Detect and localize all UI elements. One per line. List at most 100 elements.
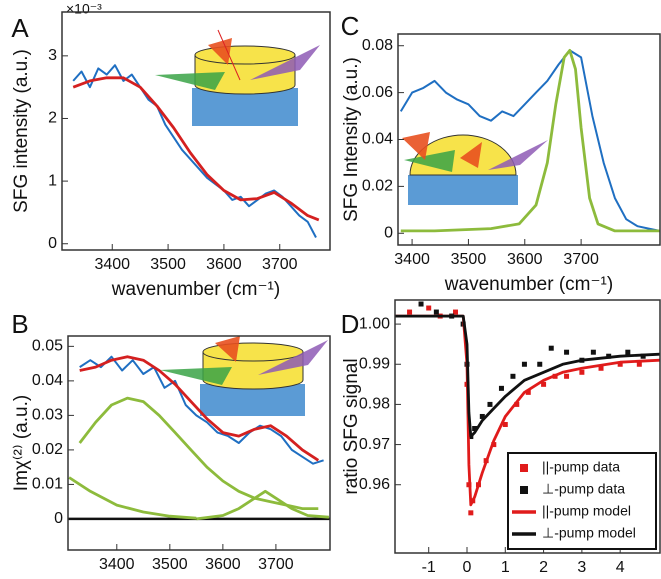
series-line — [395, 314, 660, 438]
x-tick-label: 4 — [616, 559, 625, 576]
y-tick-label: 0.98 — [359, 396, 390, 413]
x-tick-label: 3400 — [394, 251, 430, 268]
plot-area — [395, 301, 660, 516]
x-tick-label: 1 — [501, 559, 510, 576]
data-point — [502, 421, 508, 427]
y-tick-label: 0.96 — [359, 476, 390, 493]
x-tick-label: 3700 — [262, 256, 298, 273]
x-tick-label: 3600 — [205, 556, 241, 573]
plot-frame — [61, 11, 331, 251]
legend-box — [507, 452, 657, 550]
x-tick-label: 3700 — [563, 251, 599, 268]
series-line — [72, 64, 317, 238]
data-point — [510, 373, 516, 379]
data-point — [564, 349, 570, 355]
plot-area — [68, 355, 330, 521]
data-point — [498, 385, 504, 391]
y-tick-label: 0.04 — [362, 131, 393, 148]
x-tick-label: 0 — [463, 559, 472, 576]
y-tick-label: 0.97 — [359, 436, 390, 453]
data-point — [479, 413, 485, 419]
plot-frame — [397, 33, 661, 246]
data-point — [541, 381, 547, 387]
data-point — [487, 401, 493, 407]
inset-c — [402, 132, 548, 205]
legend-swatch — [520, 464, 528, 472]
data-point — [617, 361, 623, 367]
data-point — [521, 361, 527, 367]
y-tick-label: 0.99 — [359, 355, 390, 372]
y-tick-label: 0.04 — [32, 372, 63, 389]
panel-A: A ×10⁻³ wavenumber (cm⁻¹) SFG intensity (a.… — [11, 1, 331, 300]
y-tick-label: 0.02 — [362, 178, 393, 195]
series-line — [79, 355, 324, 465]
x-axis-label: wavenumber (cm⁻¹) — [111, 279, 280, 300]
data-point — [426, 305, 432, 311]
data-point — [407, 309, 413, 315]
y-axis-label: Imχ⁽²⁾ (a.u.) — [11, 395, 32, 491]
legend-label: ||-pump model — [542, 503, 631, 519]
y-tick-label: 0.08 — [362, 37, 393, 54]
data-point — [468, 510, 474, 516]
data-point — [472, 426, 478, 432]
data-point — [625, 349, 631, 355]
panel-letter: D — [341, 309, 360, 339]
data-point — [514, 401, 520, 407]
legend-label: ⊥-pump model — [542, 525, 636, 541]
y-tick-label: 0.05 — [32, 338, 63, 355]
y-tick-label: 0 — [384, 224, 393, 241]
data-point — [537, 361, 543, 367]
series-line — [79, 355, 320, 462]
x-tick-label: 3500 — [152, 556, 188, 573]
legend: ||-pump data ⊥-pump data ||-pump model ⊥-pu… — [507, 452, 657, 550]
y-tick-label: 0.01 — [32, 476, 63, 493]
series-line — [399, 49, 660, 232]
data-point — [433, 309, 439, 315]
series-line — [196, 489, 330, 521]
y-tick-label: 3 — [48, 47, 57, 64]
data-point — [564, 373, 570, 379]
plot-area — [399, 49, 660, 233]
data-point — [579, 369, 585, 375]
plot-area — [72, 64, 320, 238]
y-tick-label: 0.02 — [32, 441, 63, 458]
series-line — [400, 49, 660, 233]
y-axis-label: ratio SFG signal — [341, 358, 362, 494]
data-point — [418, 301, 424, 307]
series-line — [78, 396, 319, 510]
x-tick-label: 3500 — [451, 251, 487, 268]
plot-frame — [67, 335, 331, 551]
panel-letter: C — [341, 11, 360, 41]
inset-a — [155, 29, 320, 126]
legend-label: ||-pump data — [542, 459, 620, 475]
x-tick-label: 3600 — [206, 256, 242, 273]
y-axis-label: SFG intensity (a.u.) — [11, 49, 32, 213]
y-tick-label: 1 — [48, 172, 57, 189]
x-tick-label: 3 — [577, 559, 586, 576]
y-tick-label: 0 — [48, 235, 57, 252]
y-tick-label: 2 — [48, 110, 57, 127]
plot-frame — [394, 299, 661, 554]
legend-swatch — [520, 486, 528, 494]
y-tick-label: 0.03 — [32, 407, 63, 424]
data-point — [453, 309, 459, 315]
x-axis-label: wavenumber (cm⁻¹) — [444, 274, 613, 295]
x-tick-label: 3500 — [150, 256, 186, 273]
x-tick-label: 2 — [539, 559, 548, 576]
panel-letter: B — [11, 309, 28, 339]
panel-letter: A — [11, 13, 29, 43]
data-point — [548, 345, 554, 351]
data-point — [590, 349, 596, 355]
x-tick-label: 3700 — [258, 556, 294, 573]
x-tick-label: -1 — [422, 559, 436, 576]
legend-label: ⊥-pump data — [542, 481, 625, 497]
panel-D: Dpump-probe time delay (ps)ratio SFG sig… — [341, 299, 661, 576]
y-tick-label: 0 — [54, 510, 63, 527]
data-point — [598, 365, 604, 371]
data-point — [525, 389, 531, 395]
inset-b — [160, 336, 328, 416]
data-point — [636, 361, 642, 367]
series-line — [68, 476, 197, 520]
